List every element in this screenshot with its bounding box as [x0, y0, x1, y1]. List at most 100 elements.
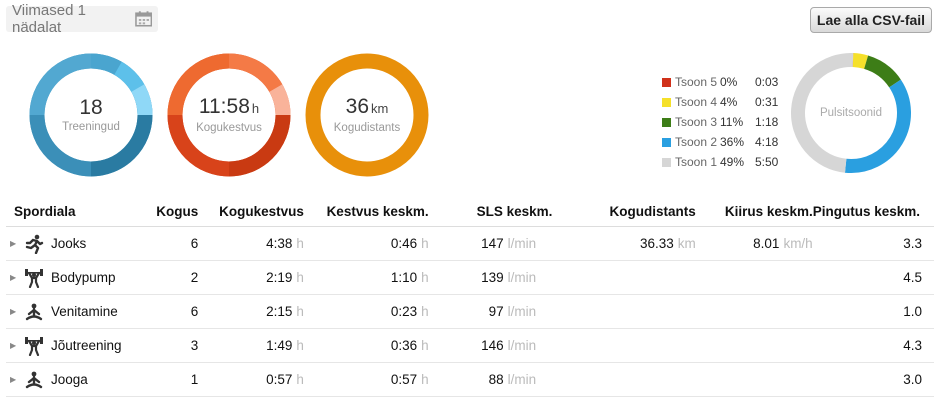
distance-cell: [589, 260, 696, 295]
heart-zone-segment-4: [852, 53, 869, 69]
unit-label: h: [296, 270, 304, 285]
avg-duration-cell: 0:23 h: [303, 294, 429, 329]
unit-label: l/min: [507, 304, 537, 319]
zone-4-swatch: [662, 97, 671, 107]
count-cell: 2: [143, 260, 199, 295]
table-row[interactable]: ▶ Venitamine 6 2:15 h 0:23 h 97 l/min 1.0: [6, 294, 934, 329]
legend-zone-4: Tsoon 4 4% 0:31: [662, 92, 778, 112]
unit-label: h: [421, 236, 429, 251]
expand-arrow-icon[interactable]: ▶: [10, 307, 17, 316]
sls-cell: 146 l/min: [428, 328, 590, 363]
sport-cell: ▶ Jõutreening: [6, 328, 144, 363]
sport-cell: ▶ Jooga: [6, 362, 144, 397]
avg-duration-cell: 0:57 h: [303, 362, 429, 397]
unit-label: h: [296, 372, 304, 387]
table-row[interactable]: ▶ Bodypump 2 2:19 h 1:10 h 139 l/min 4.5: [6, 260, 934, 295]
unit-label: l/min: [507, 338, 537, 353]
unit-label: l/min: [507, 236, 537, 251]
sls-cell: 147 l/min: [428, 226, 590, 261]
duration-cell: 2:19 h: [198, 260, 304, 295]
speed-cell: [695, 328, 813, 363]
sport-name: Jooks: [51, 236, 87, 251]
heart-zone-legend: Tsoon 5 0% 0:03 Tsoon 4 4% 0:31 Tsoon 3 …: [662, 72, 778, 172]
speed-cell: 8.01 km/h: [695, 226, 813, 261]
period-label: Viimased 1 nädalat: [12, 2, 86, 36]
unit-label: h: [421, 372, 429, 387]
unit-label: km: [677, 236, 696, 251]
table-row[interactable]: ▶ Jooks 6 4:38 h 0:46 h 147 l/min 36.33 km 8…: [6, 226, 934, 261]
effort-cell: 1.0: [812, 294, 934, 329]
duration-label: Kogukestvus: [196, 122, 262, 134]
col-speed[interactable]: Kiirus keskm.: [695, 196, 813, 227]
running-icon: [24, 234, 44, 254]
yoga-icon: [24, 370, 44, 390]
count-cell: 1: [143, 362, 199, 397]
legend-zone-1: Tsoon 1 49% 5:50: [662, 152, 778, 172]
count-cell: 6: [143, 294, 199, 329]
unit-label: h: [296, 304, 304, 319]
col-sls[interactable]: SLS keskm.: [428, 196, 590, 227]
expand-arrow-icon[interactable]: ▶: [10, 341, 17, 350]
sport-cell: ▶ Venitamine: [6, 294, 144, 329]
unit-label: km/h: [783, 236, 813, 251]
unit-label: h: [421, 304, 429, 319]
weightlifting-icon: [24, 268, 44, 288]
col-distance[interactable]: Kogudistants: [589, 196, 696, 227]
stretching-icon: [24, 302, 44, 322]
expand-arrow-icon[interactable]: ▶: [10, 239, 17, 248]
table-row[interactable]: ▶ Jooga 1 0:57 h 0:57 h 88 l/min 3.0: [6, 362, 934, 397]
weightlifting-icon: [24, 336, 44, 356]
sport-cell: ▶ Jooks: [6, 226, 144, 261]
unit-label: l/min: [507, 372, 537, 387]
sport-name: Venitamine: [51, 304, 118, 319]
download-csv-button[interactable]: Lae alla CSV-fail: [810, 7, 932, 33]
zone-5-swatch: [662, 77, 671, 87]
duration-donut: 11:58 h Kogukestvus: [167, 53, 291, 177]
col-effort[interactable]: Pingutus keskm.: [812, 196, 934, 227]
distance-label: Kogudistants: [333, 122, 401, 134]
effort-cell: 3.3: [812, 226, 934, 261]
legend-zone-3: Tsoon 3 11% 1:18: [662, 112, 778, 132]
speed-cell: [695, 362, 813, 397]
count-cell: 6: [143, 226, 199, 261]
effort-cell: 4.3: [812, 328, 934, 363]
sport-cell: ▶ Bodypump: [6, 260, 144, 295]
heart-zone-segment-3: [863, 55, 901, 88]
heart-zone-segment-2: [844, 79, 911, 173]
col-avg-duration[interactable]: Kestvus keskm.: [303, 196, 429, 227]
sports-table: Spordiala Kogus Kogukestvus Kestvus kesk…: [6, 196, 934, 397]
sessions-label: Treeningud: [62, 121, 120, 133]
sport-name: Bodypump: [51, 270, 116, 285]
calendar-icon[interactable]: [134, 11, 152, 27]
zone-3-swatch: [662, 117, 671, 127]
speed-cell: [695, 294, 813, 329]
legend-zone-2: Tsoon 2 36% 4:18: [662, 132, 778, 152]
duration-cell: 2:15 h: [198, 294, 304, 329]
avg-duration-cell: 0:36 h: [303, 328, 429, 363]
expand-arrow-icon[interactable]: ▶: [10, 375, 17, 384]
distance-cell: [589, 328, 696, 363]
heart-zone-label: Pulsitsoonid: [819, 107, 882, 119]
sessions-donut: 18 Treeningud: [29, 53, 153, 177]
effort-cell: 4.5: [812, 260, 934, 295]
sport-name: Jõutreening: [51, 338, 122, 353]
col-duration[interactable]: Kogukestvus: [198, 196, 304, 227]
zone-1-swatch: [662, 157, 671, 167]
unit-label: h: [421, 270, 429, 285]
col-sport[interactable]: Spordiala: [6, 196, 144, 227]
legend-zone-5: Tsoon 5 0% 0:03: [662, 72, 778, 92]
zone-2-swatch: [662, 137, 671, 147]
expand-arrow-icon[interactable]: ▶: [10, 273, 17, 282]
distance-cell: [589, 362, 696, 397]
duration-cell: 4:38 h: [198, 226, 304, 261]
sls-cell: 139 l/min: [428, 260, 590, 295]
count-cell: 3: [143, 328, 199, 363]
heart-zone-chart: [791, 53, 911, 173]
unit-label: h: [421, 338, 429, 353]
duration-value: 11:58: [198, 95, 250, 118]
table-row[interactable]: ▶ Jõutreening 3 1:49 h 0:36 h 146 l/min 4.3: [6, 328, 934, 363]
duration-cell: 0:57 h: [198, 362, 304, 397]
period-selector[interactable]: Viimased 1 nädalat: [6, 2, 158, 36]
col-count[interactable]: Kogus: [143, 196, 199, 227]
heart-zone-segment-1: [791, 53, 854, 173]
